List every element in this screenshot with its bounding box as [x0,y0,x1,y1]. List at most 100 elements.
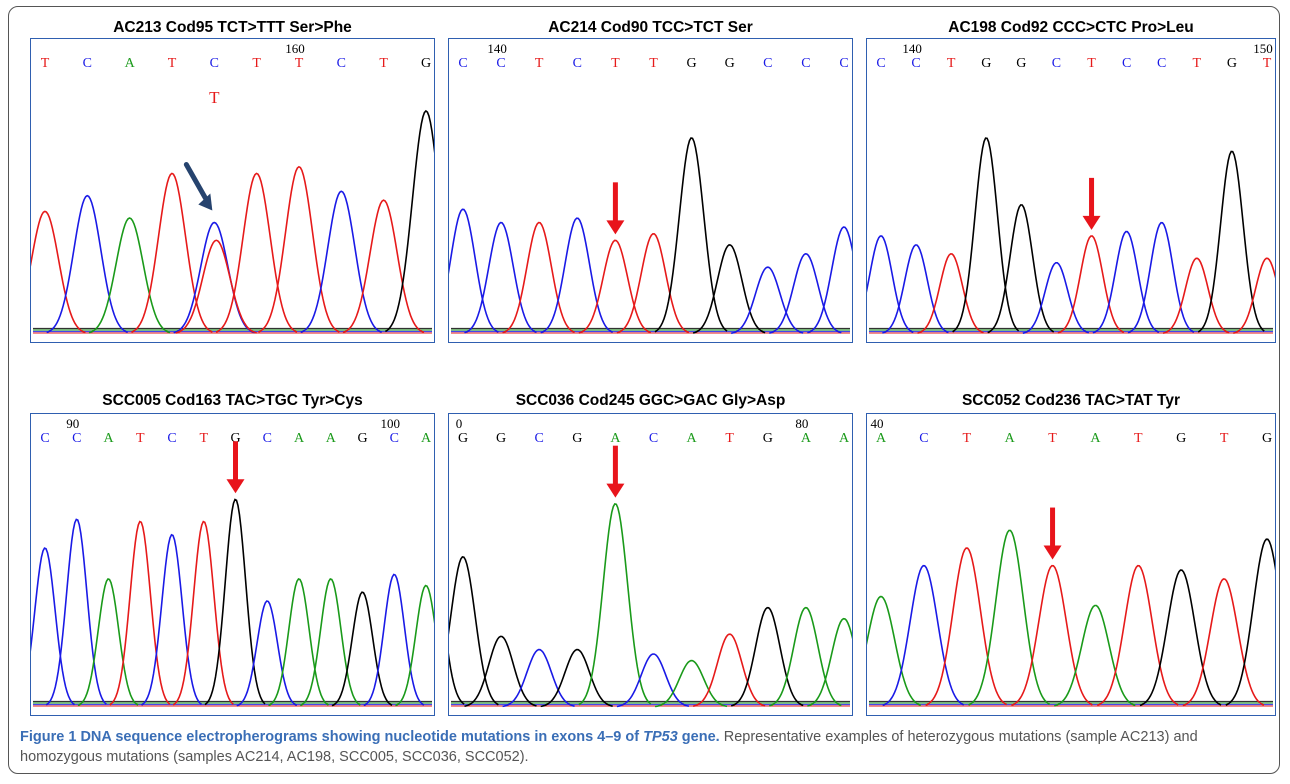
base-call: T [1048,431,1057,446]
chromatogram-peak [1197,150,1265,333]
base-call: G [230,431,240,446]
base-call: T [535,56,544,71]
base-call: G [1176,431,1186,446]
chromatogram-peak [331,591,393,707]
chromatogram-peak [1233,257,1275,334]
position-number: 0 [456,416,463,431]
chromatogram-peak [175,239,257,334]
chromatogram-peak [300,190,382,334]
base-call: A [294,431,305,446]
mutation-arrow [606,445,625,498]
position-number: 140 [487,41,507,56]
chromatogram-peak [1096,564,1179,707]
chromatogram-peak [1011,564,1093,707]
mutation-arrow [1082,177,1101,230]
chromatogram-peak [464,635,537,707]
base-call: G [725,56,735,71]
electropherogram-svg: C C T G G C T C C T G T 140 150 [867,41,1275,334]
caption-gene: TP53 [643,729,678,745]
chromatogram-peak [1057,235,1125,334]
chromatogram-peak [236,600,298,707]
position-number: 140 [902,41,922,56]
base-call: T [649,56,658,71]
base-call: A [103,431,114,446]
position-number: 160 [285,41,305,56]
base-call: A [801,431,812,446]
caption-body: Representative examples of heterozygous … [20,729,1198,765]
position-number: 90 [66,416,79,431]
chromatogram-peak [987,204,1055,334]
base-call: C [839,56,848,71]
chromatogram-peak [363,573,425,707]
base-call: G [687,56,697,71]
panel-title: SCC052 Cod236 TAC>TAT Tyr [961,392,1181,409]
chromatogram-peak [1022,262,1090,334]
base-call: C [911,56,920,71]
base-call: G [1262,431,1272,446]
mutation-arrow [226,441,245,494]
base-call: G [981,56,991,71]
chromatogram-peak [449,652,465,705]
electropherogram-svg: A C T A T A T G T G 40 [867,416,1275,707]
chromatogram-peak [578,239,652,334]
panel-title: AC213 Cod95 TCT>TTT Ser>Phe [113,19,352,36]
chromatogram-peak [502,648,575,708]
position-number: 40 [871,416,884,431]
chromatogram-peak [1162,257,1230,334]
chromatogram-peak [109,520,171,706]
base-call: C [210,56,219,71]
chromatogram-peak [616,653,690,708]
base-call: C [496,56,505,71]
base-call: C [763,56,772,71]
chromatogram-peak [1225,538,1275,706]
chromatogram-peak [268,578,329,707]
base-call: G [496,431,506,446]
electropherogram-panel: A C T A T A T G T G 40 [866,413,1276,716]
chromatogram-peak [867,235,914,334]
chromatogram-peak [31,547,75,706]
base-call: C [390,431,399,446]
base-call: C [876,56,885,71]
base-call: A [1005,431,1016,446]
base-call: T [947,56,956,71]
chromatogram-peak [692,244,766,334]
chromatogram-peak [464,221,537,334]
alternate-base-call: T [209,88,220,107]
base-call: T [379,56,388,71]
electropherogram-svg: C C A T C T G C A A G C A 90 100 [31,416,434,707]
base-call: A [125,56,136,71]
electropherogram-panel: C C T C T T G G C C C 140 [448,38,853,343]
electropherogram-panel: C C T G G C T C C T G T 140 150 [866,38,1276,343]
chromatogram-peak [45,518,107,706]
chromatogram-peak [730,266,804,335]
base-call: C [337,56,346,71]
mutation-arrow [1043,507,1062,560]
chromatogram-peak [204,498,266,706]
panel-title: AC214 Cod90 TCC>TCT Ser [548,19,753,36]
chromatogram-peak [616,232,690,334]
base-call: T [168,56,177,71]
base-call: C [1157,56,1166,71]
mutation-arrow [183,162,213,211]
base-call: C [801,56,810,71]
base-call: C [167,431,176,446]
chromatogram-peak [867,595,922,707]
electropherogram-panel: G G C G A C A T G A A 0 80 [448,413,853,716]
chromatogram-peak [449,208,499,333]
panel-title: AC198 Cod92 CCC>CTC Pro>Leu [948,19,1194,36]
chromatogram-peak [540,217,614,334]
base-call: T [41,56,50,71]
base-call: C [40,431,49,446]
caption-title-end: gene. [677,729,720,745]
base-call: T [199,431,208,446]
position-number: 100 [381,416,401,431]
base-call: T [252,56,261,71]
chromatogram-peak [807,617,852,707]
chromatogram-peak [215,172,298,333]
base-call: T [295,56,304,71]
mutation-arrow [606,182,625,235]
chromatogram-peak [578,502,652,706]
base-call: C [535,431,544,446]
